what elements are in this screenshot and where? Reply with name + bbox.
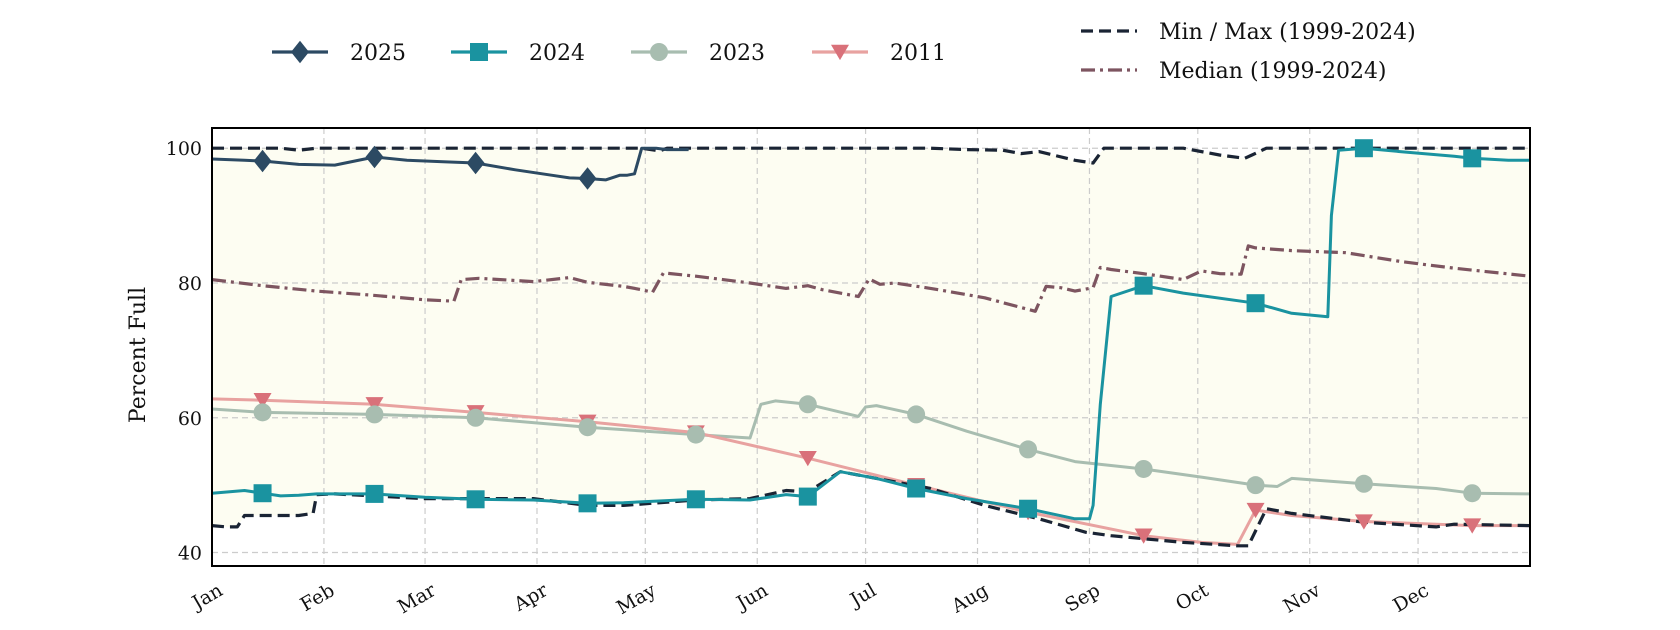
y-tick-label: 80 [178,273,202,295]
legend-item: 2025 [272,40,406,66]
legend-marker [831,44,849,61]
legend-item: Median (1999-2024) [1081,59,1387,84]
series-line-2023 [211,399,1531,496]
y-tick-label: 60 [178,408,202,430]
y-tick-label: 40 [178,543,202,565]
marker-2011 [1463,518,1482,534]
marker-2025 [466,151,485,175]
legend-item: 2024 [451,41,585,66]
marker-2023 [1134,459,1153,478]
marker-2024 [365,484,384,503]
legend-label: 2025 [350,41,406,66]
marker-2025 [365,145,384,169]
x-tick-label: Apr [509,579,552,616]
series-line-2024 [211,146,1530,521]
marker-2025 [253,149,272,173]
marker-2024 [798,487,817,506]
marker-2011 [365,397,384,413]
marker-2011 [1354,514,1373,530]
legend-marker [650,43,668,61]
marker-2011 [798,450,817,467]
marker-2024 [686,490,705,509]
y-tick-label: 100 [166,138,202,160]
legend-marker [291,40,309,64]
marker-2024 [1463,149,1482,168]
marker-2011 [1134,528,1153,544]
x-tick-label: Nov [1280,579,1325,618]
x-tick-label: Mar [394,579,440,618]
legend-label: 2024 [529,41,585,66]
marker-2024 [1246,294,1265,313]
marker-2011 [253,393,272,409]
marker-2023 [1463,484,1482,503]
legend-label: Min / Max (1999-2024) [1159,20,1416,45]
legend: 2025 2024 2023 2011 Min / Max (1999-2024) Med… [272,20,1416,84]
plot-frame [211,127,1531,567]
legend-item: 2011 [812,41,946,66]
marker-2023 [1354,474,1373,493]
marker-2024 [253,484,272,503]
marker-2023 [686,425,705,444]
marker-2024 [907,479,926,498]
series-line-min-max-1999-2024- [211,470,1531,548]
min-max-band [212,148,1530,546]
x-tick-label: Sep [1061,579,1104,616]
legend-marker [470,43,488,61]
x-tick-label: May [613,579,660,619]
plot-area: 40 60 80 100 Jan Feb Mar Apr May Jun Jul Aug Sep Oct N… [166,127,1531,619]
marker-2023 [578,418,597,437]
marker-2011 [1246,502,1265,519]
x-tick-label: Jan [187,579,227,615]
legend-label: 2023 [709,41,765,66]
marker-2024 [1354,139,1373,158]
x-tick-label: Oct [1172,579,1213,615]
series-line-median-1999-2024- [211,244,1531,313]
x-tick-label: Dec [1389,579,1432,617]
marker-2024 [466,490,485,509]
marker-2025 [578,167,597,190]
marker-2023 [1246,476,1265,495]
legend-item: 2023 [631,41,765,66]
marker-2023 [253,403,272,422]
marker-2023 [1019,440,1038,459]
legend-label: Median (1999-2024) [1159,59,1387,84]
marker-2023 [907,405,926,424]
marker-2024 [1019,499,1038,518]
x-tick-label: Jul [845,579,880,612]
series-line-2025 [211,146,689,182]
marker-2023 [798,395,817,414]
x-tick-label: Aug [947,579,992,618]
marker-2024 [1134,276,1153,295]
x-tick-label: Jun [731,579,772,615]
x-tick-label: Feb [297,579,339,616]
series-line-max-1999-2024- [212,146,1530,165]
legend-item: Min / Max (1999-2024) [1081,20,1416,45]
marker-2023 [466,408,485,427]
marker-2023 [365,405,384,424]
marker-2024 [578,494,597,513]
y-axis-title: Percent Full [126,287,151,423]
legend-label: 2011 [890,41,946,66]
